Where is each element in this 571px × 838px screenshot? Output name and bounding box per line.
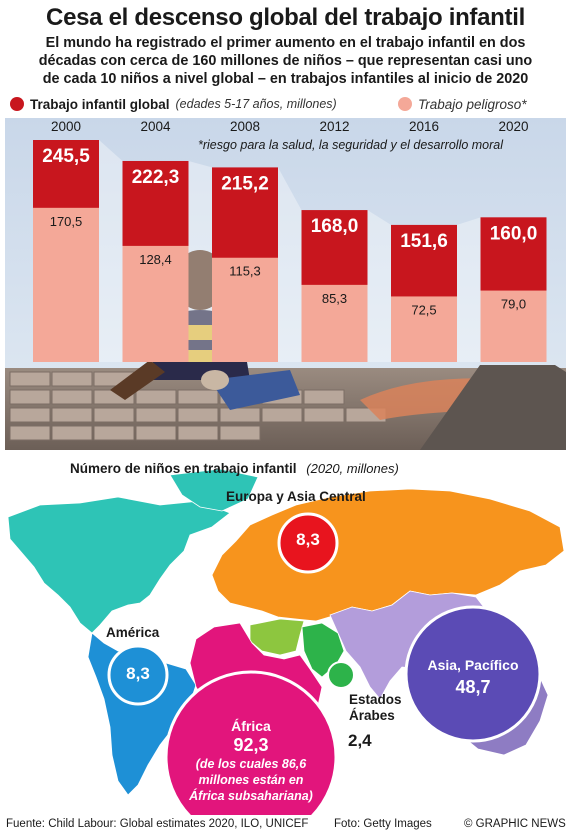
africa-name: África: [231, 718, 271, 734]
north-america-shape: [7, 496, 231, 634]
legend-global-label: Trabajo infantil global: [30, 96, 170, 112]
bar-connector: [188, 160, 212, 362]
global-value-label: 222,3: [132, 167, 180, 188]
africa-note: (de los cuales 86,6 millones están en Áf…: [172, 756, 330, 804]
subtitle: El mundo ha registrado el primer aumento…: [8, 34, 563, 88]
africa-note-line: África subsahariana): [189, 789, 313, 803]
global-value-label: 160,0: [490, 223, 538, 244]
bar-labels: 245,5 170,5 222,3 128,4 215,2 115,3 168,0 85,3 1…: [42, 146, 537, 317]
legend-hazard-swatch: [398, 97, 412, 111]
bar-hazard-2012: [301, 284, 368, 362]
legend-global-swatch: [10, 97, 24, 111]
map-title-note: (2020, millones): [306, 461, 399, 476]
hazard-value-label: 170,5: [50, 214, 83, 229]
america-bubble: [107, 644, 169, 706]
subtitle-line: de cada 10 niños a nivel global – en tra…: [42, 71, 529, 87]
america-name: América: [106, 625, 160, 640]
arab-states-label: Estados Árabes: [349, 692, 402, 723]
africa-value: 92,3: [233, 735, 269, 755]
footer-credit: © GRAPHIC NEWS: [464, 818, 566, 830]
subtitle-line: El mundo ha registrado el primer aumento…: [45, 35, 526, 51]
global-value-label: 168,0: [311, 216, 359, 237]
bar-connector: [457, 217, 481, 362]
asia-pacific-bubble: [404, 605, 542, 743]
map-title-row: Número de niños en trabajo infantil (202…: [70, 461, 399, 476]
world-map: [0, 455, 571, 815]
x-tick-label: 2008: [230, 119, 260, 134]
africa-bubble: [164, 670, 338, 815]
hazard-value-label: 85,3: [322, 291, 347, 306]
footer-photo: Foto: Getty Images: [334, 818, 432, 830]
hazard-value-label: 79,0: [501, 297, 526, 312]
legend-hazard: Trabajo peligroso*: [398, 96, 527, 112]
europe-asia-name: Europa y Asia Central: [226, 489, 366, 504]
america-value: 8,3: [126, 664, 150, 683]
bar-connector: [367, 210, 391, 362]
global-value-label: 151,6: [400, 231, 448, 252]
bar-connector: [99, 140, 123, 362]
hazard-value-label: 72,5: [411, 302, 436, 317]
photo-cliff: [420, 365, 566, 450]
x-tick-label: 2004: [140, 119, 171, 134]
bar-hazard-2008: [212, 257, 278, 362]
greenland-shape: [169, 468, 259, 512]
arab-states-bubble: [327, 661, 355, 689]
x-tick-label: 2012: [319, 119, 349, 134]
bar-hazard-2004: [122, 245, 189, 362]
map-title: Número de niños en trabajo infantil: [70, 461, 297, 476]
footnote: *riesgo para la salud, la seguridad y el…: [198, 138, 504, 152]
bar-connectors: [99, 140, 481, 362]
bar-connector: [278, 167, 302, 362]
arab-states-name: Estados Árabes: [349, 692, 413, 724]
bar-hazard-2000: [33, 207, 99, 362]
bar-hazard-2016: [391, 296, 457, 362]
footer-source: Fuente: Child Labour: Global estimates 2…: [6, 818, 309, 830]
europe-asia-bubble: [277, 512, 339, 574]
hazard-value-label: 115,3: [229, 264, 261, 279]
hazard-value-label: 128,4: [139, 252, 172, 267]
bars: [33, 140, 547, 362]
legend-global-note: (edades 5-17 años, millones): [175, 97, 337, 111]
x-tick-label: 2020: [498, 119, 528, 134]
africa-note-line: millones están en: [198, 773, 304, 787]
africa-note-line: (de los cuales 86,6: [195, 757, 307, 771]
global-value-label: 215,2: [221, 173, 269, 194]
legend-global: Trabajo infantil global (edades 5-17 año…: [10, 96, 337, 112]
x-axis-labels: 2000 2004 2008 2012 2016 2020: [51, 119, 529, 134]
subtitle-line: décadas con cerca de 160 millones de niñ…: [38, 53, 533, 69]
asia-pacific-name: Asia, Pacífico: [427, 657, 519, 673]
arab-states-value: 2,4: [348, 731, 372, 750]
legend-hazard-label: Trabajo peligroso*: [418, 96, 527, 112]
europe-asia-value: 8,3: [296, 530, 320, 549]
page-title: Cesa el descenso global del trabajo infa…: [46, 4, 525, 31]
asia-pacific-value: 48,7: [455, 677, 491, 697]
x-tick-label: 2016: [409, 119, 439, 134]
global-value-label: 245,5: [42, 146, 90, 167]
bar-chart: 245,5 170,5 222,3 128,4 215,2 115,3 168,0 85,3 1…: [5, 118, 566, 450]
bar-hazard-2020: [480, 290, 547, 362]
x-tick-label: 2000: [51, 119, 81, 134]
north-africa-shape: [249, 618, 305, 656]
